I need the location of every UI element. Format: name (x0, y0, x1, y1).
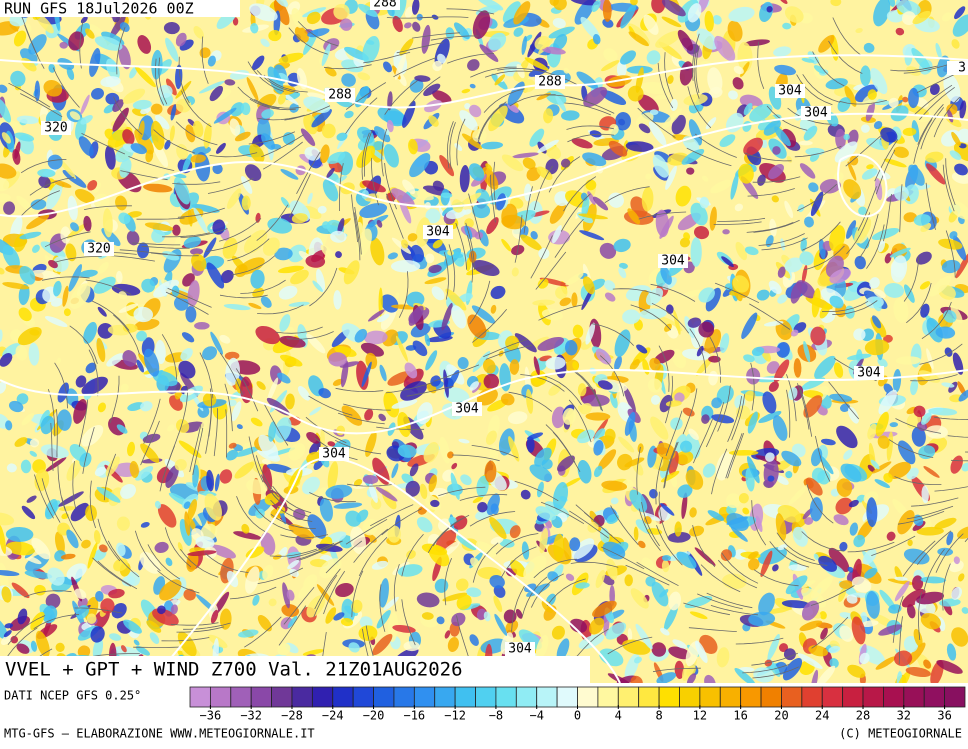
footer-left: MTG-GFS — ELABORAZIONE WWW.METEOGIORNALE… (4, 727, 315, 741)
colorbar-tick-label: −36 (200, 709, 222, 723)
colorbar-tick-label: −12 (444, 709, 466, 723)
colorbar-swatch (904, 687, 924, 707)
contour-label: 288 (328, 88, 351, 103)
contour-label: 288 (373, 0, 396, 11)
colorbar-tick-label: −24 (322, 709, 344, 723)
contour-label: 304 (857, 366, 881, 381)
field-blob (194, 322, 210, 330)
colorbar-swatch (639, 687, 659, 707)
colorbar-source: DATI NCEP GFS 0.25° (4, 689, 141, 703)
contour-label: 320 (44, 121, 67, 136)
contour-label: 304 (778, 84, 802, 99)
field-blob (690, 237, 701, 267)
colorbar-swatch (843, 687, 863, 707)
colorbar-swatch (761, 687, 781, 707)
colorbar-tick-label: −16 (403, 709, 425, 723)
colorbar-swatch (781, 687, 801, 707)
colorbar-tick-label: 4 (615, 709, 622, 723)
colorbar-swatch (945, 687, 965, 707)
colorbar-swatch (333, 687, 353, 707)
colorbar-swatch (578, 687, 598, 707)
colorbar-swatch (476, 687, 496, 707)
colorbar-swatch (251, 687, 271, 707)
colorbar-swatch (659, 687, 679, 707)
colorbar-tick-label: −8 (489, 709, 503, 723)
contour-label: 288 (538, 75, 561, 90)
colorbar-swatch (700, 687, 720, 707)
field-blob (817, 470, 830, 484)
colorbar-swatch (618, 687, 638, 707)
colorbar-swatch (802, 687, 822, 707)
colorbar-tick-label: 8 (655, 709, 662, 723)
colorbar-swatch (924, 687, 944, 707)
colorbar-tick-label: 12 (693, 709, 707, 723)
colorbar-swatch (292, 687, 312, 707)
colorbar-swatch (537, 687, 557, 707)
contour-label: 304 (426, 225, 450, 240)
contour-label: 304 (804, 106, 828, 121)
colorbar-swatch (741, 687, 761, 707)
contour-label: 304 (661, 254, 685, 269)
field-blob (722, 229, 730, 234)
colorbar-tick-label: −4 (529, 709, 543, 723)
colorbar-swatch (353, 687, 373, 707)
colorbar-swatch (272, 687, 292, 707)
colorbar-tick-label: 28 (856, 709, 870, 723)
contour-label: 320 (87, 242, 110, 257)
colorbar: −36 −32 −28 −24 −20 −16 −12 −8 −4 0 4 8 12 16 20 24 28 32… (190, 687, 965, 723)
contour-label: 304 (508, 642, 532, 657)
colorbar-tick-label: 36 (937, 709, 951, 723)
contour-label: 304 (322, 447, 346, 462)
colorbar-tick-label: −20 (363, 709, 385, 723)
colorbar-swatch (863, 687, 883, 707)
field-blob (242, 196, 251, 211)
colorbar-tick-label: 0 (574, 709, 581, 723)
colorbar-swatch (883, 687, 903, 707)
colorbar-swatch (822, 687, 842, 707)
contour-label: 304 (455, 402, 479, 417)
colorbar-tick-label: 32 (897, 709, 911, 723)
map-title: VVEL + GPT + WIND Z700 Val. 21Z01AUG2026 (5, 659, 463, 681)
colorbar-tick-label: −32 (240, 709, 262, 723)
colorbar-tick-label: 24 (815, 709, 829, 723)
colorbar-swatch (190, 687, 210, 707)
colorbar-swatch (455, 687, 475, 707)
colorbar-swatch (374, 687, 394, 707)
colorbar-swatch (414, 687, 434, 707)
colorbar-tick-label: 20 (774, 709, 788, 723)
colorbar-swatch (210, 687, 230, 707)
colorbar-swatch (516, 687, 536, 707)
footer-right: (C) METEOGIORNALE (839, 727, 962, 741)
colorbar-swatch (435, 687, 455, 707)
colorbar-tick-label: −28 (281, 709, 303, 723)
colorbar-swatch (557, 687, 577, 707)
contour-label: 3 (958, 61, 966, 76)
run-label: RUN GFS 18Jul2026 00Z (4, 0, 194, 18)
colorbar-tick-label: 16 (733, 709, 747, 723)
colorbar-swatch (394, 687, 414, 707)
colorbar-swatch (496, 687, 516, 707)
colorbar-swatch (231, 687, 251, 707)
colorbar-swatch (720, 687, 740, 707)
colorbar-swatch (679, 687, 699, 707)
colorbar-swatch (312, 687, 332, 707)
colorbar-swatch (598, 687, 618, 707)
